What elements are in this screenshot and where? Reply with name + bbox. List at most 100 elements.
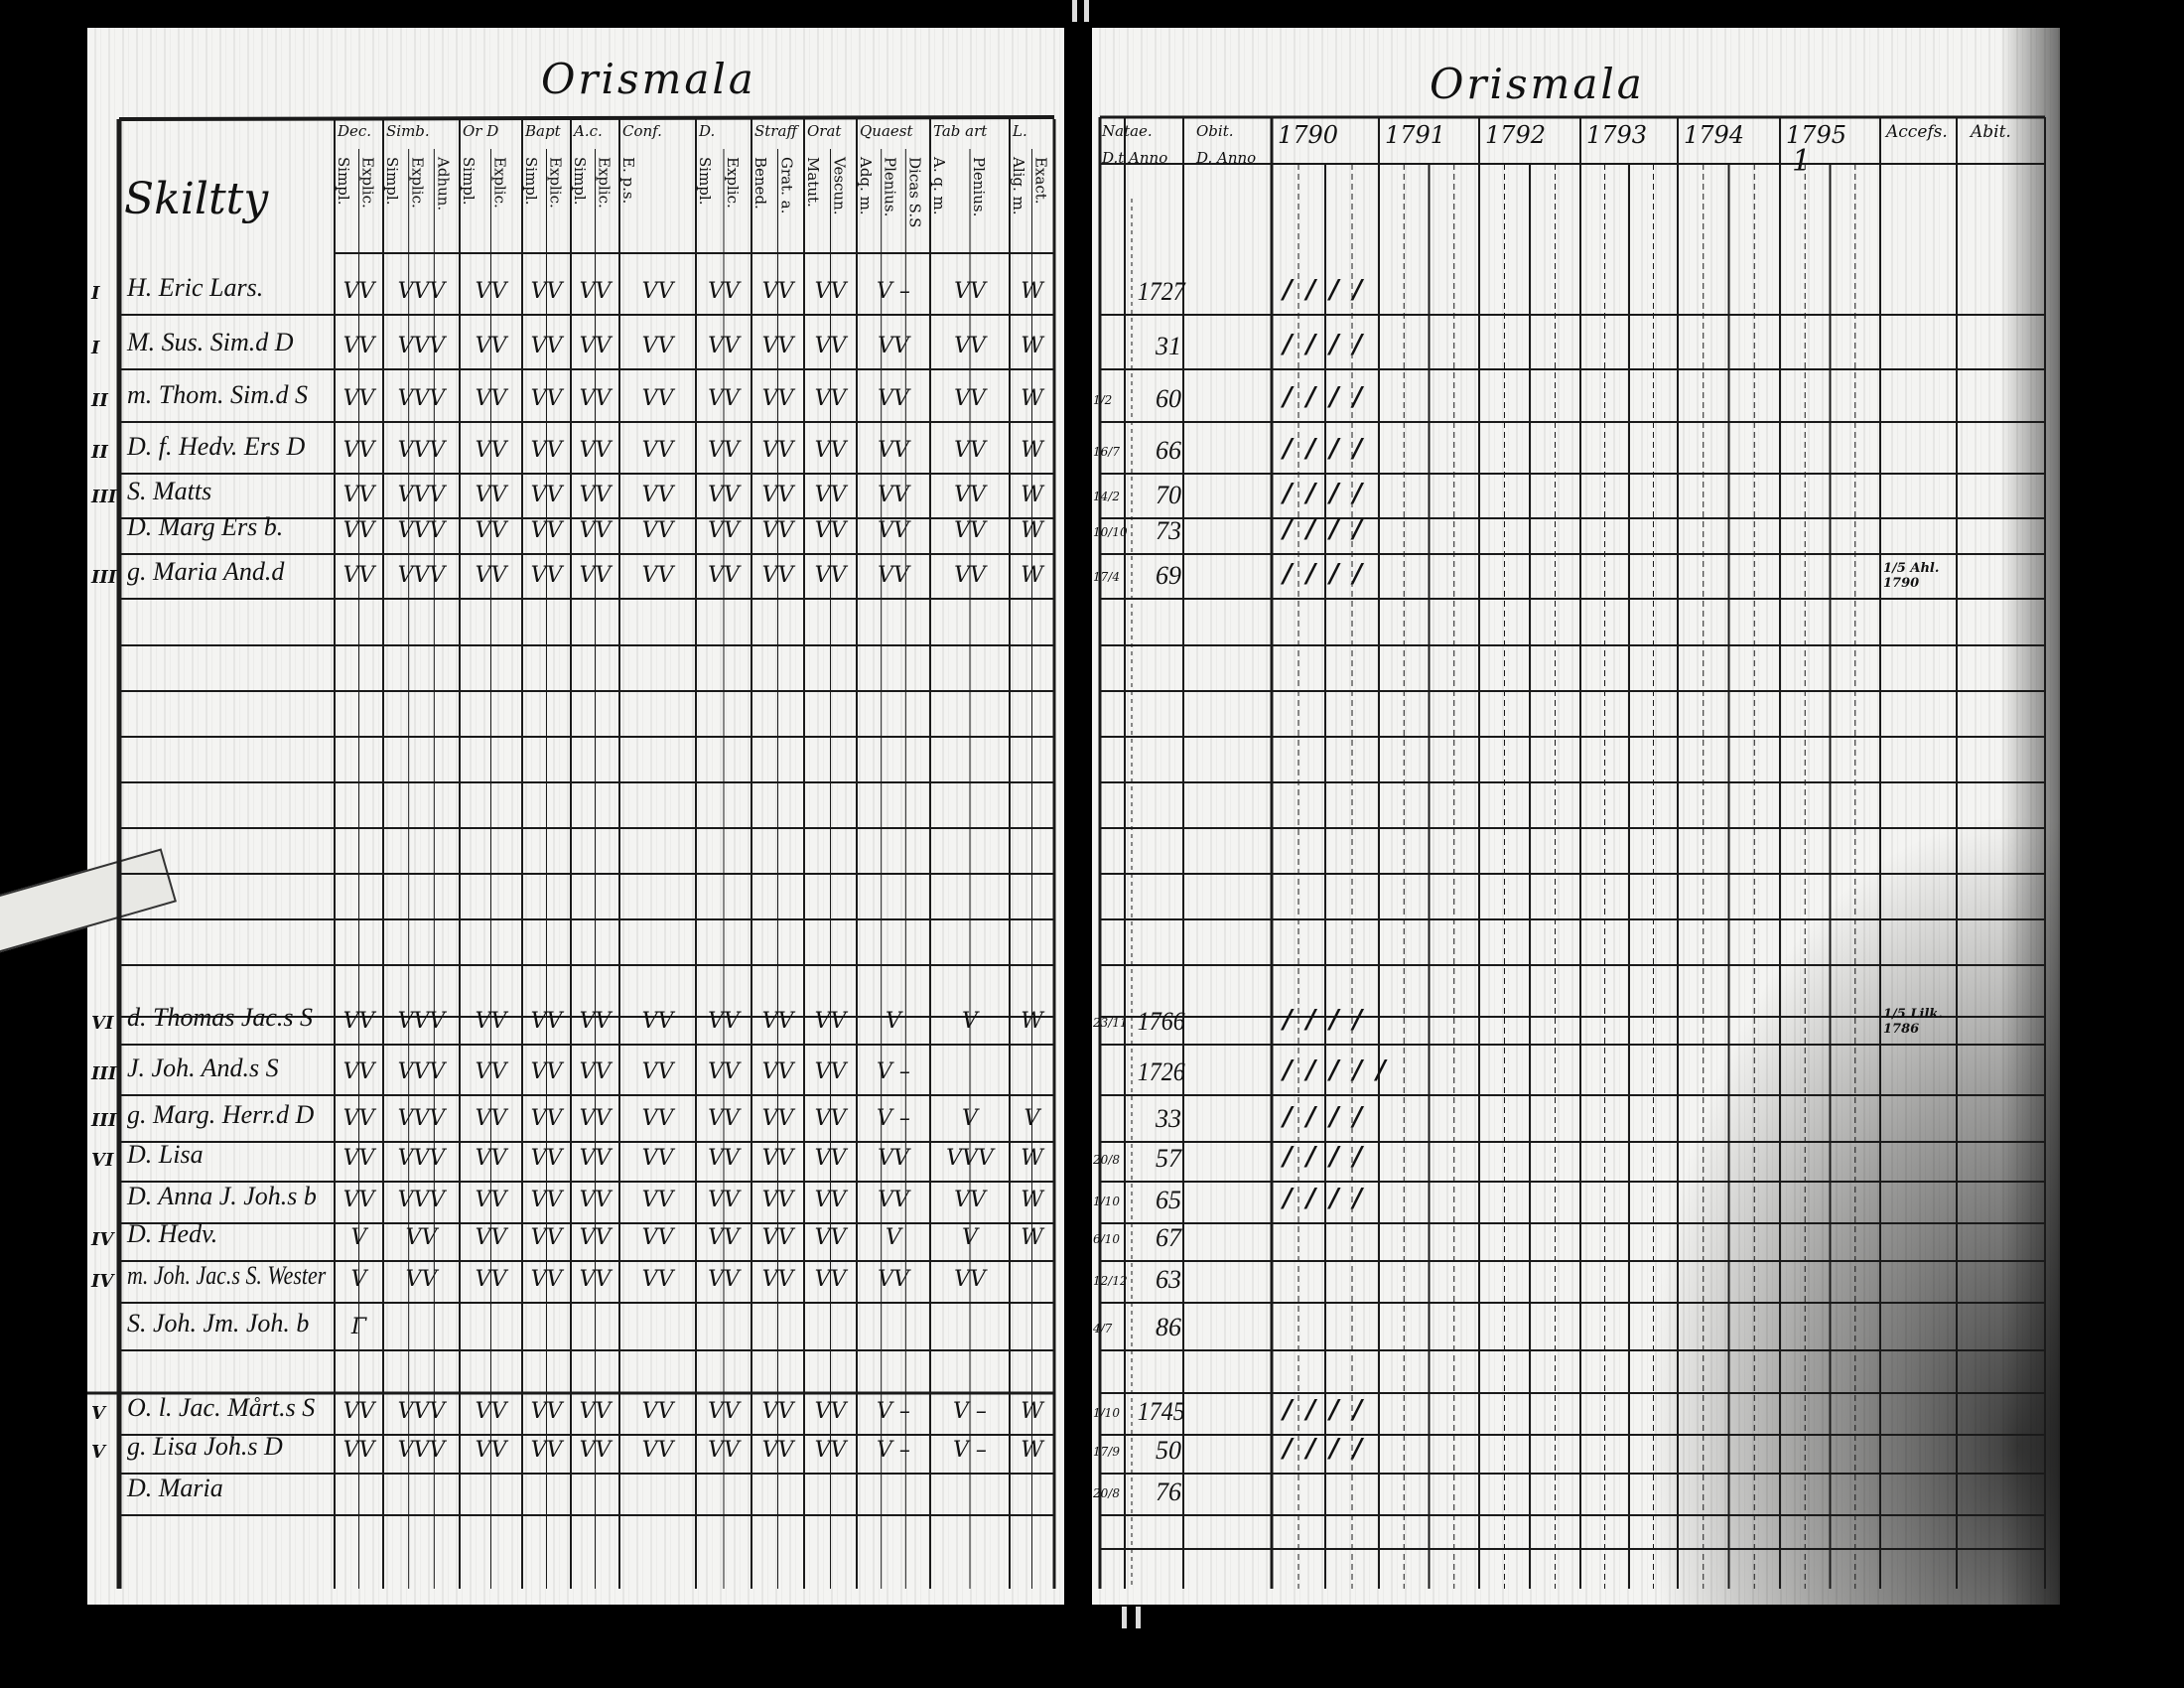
catechism-mark: VV (641, 334, 674, 358)
accefs-header: Accefs. (1886, 122, 1948, 142)
person-name: D. Lisa (127, 1140, 204, 1169)
birth-year: 33 (1156, 1104, 1181, 1133)
catechism-mark: VV (954, 1188, 986, 1212)
catechism-mark: VV (342, 563, 375, 588)
row-margin-numeral: II (91, 442, 108, 463)
examination-ticks-1790: //// (1283, 1005, 1376, 1035)
catechism-mark: VV (878, 1146, 909, 1171)
catechism-mark: V – (877, 1399, 910, 1424)
catechism-mark: W (1021, 1225, 1043, 1250)
catechism-mark: VV (708, 1267, 740, 1292)
catechism-mark: V – (877, 1106, 910, 1131)
column-subheader: Explic. (408, 157, 427, 209)
column-subheader: Matut. (804, 157, 822, 208)
catechism-mark: VV (475, 1267, 507, 1292)
column-subheader: Simpl. (335, 157, 352, 206)
catechism-mark: VV (814, 1438, 847, 1463)
examination-ticks-1790: //// (1283, 382, 1376, 412)
catechism-mark: VV (641, 438, 674, 463)
catechism-mark: Γ (350, 1315, 367, 1339)
column-header: L. (1013, 122, 1027, 140)
examination-ticks-1790: //// (1283, 1142, 1376, 1172)
catechism-mark: VVV (397, 1146, 446, 1171)
examination-ticks-1790: //// (1283, 1184, 1376, 1213)
birth-year: 69 (1156, 561, 1181, 590)
column-header: A.c. (574, 122, 603, 140)
catechism-mark: VV (814, 438, 847, 463)
column-subheader: Plenius. (970, 157, 988, 217)
catechism-mark: VV (530, 1399, 563, 1424)
catechism-mark: VVV (397, 279, 446, 304)
birth-day-month: 17/9 (1093, 1445, 1120, 1459)
column-header: Bapt (525, 122, 561, 140)
catechism-mark: VVV (397, 334, 446, 358)
birth-year: 60 (1156, 384, 1181, 413)
examination-ticks-1790: //// (1283, 514, 1376, 544)
column-subheader: Explic. (724, 157, 742, 209)
obit-header: Obit. (1196, 122, 1234, 140)
catechism-mark: V (350, 1225, 367, 1250)
column-subheader: Explic. (595, 157, 614, 209)
catechism-mark: VV (761, 438, 794, 463)
catechism-mark: V (962, 1106, 978, 1131)
catechism-mark: VVV (397, 1438, 446, 1463)
catechism-mark: V – (877, 1438, 910, 1463)
catechism-mark: VV (814, 1267, 847, 1292)
catechism-mark: VV (954, 438, 986, 463)
catechism-mark: VV (814, 334, 847, 358)
catechism-mark: VV (579, 438, 612, 463)
row-margin-numeral: V (91, 1403, 105, 1424)
year-1795-note: 1 (1792, 144, 1812, 179)
catechism-mark: VV (641, 1059, 674, 1084)
catechism-mark: VV (579, 1399, 612, 1424)
catechism-mark: VV (530, 1225, 563, 1250)
examination-ticks-1790: //// (1283, 1102, 1376, 1132)
year-header-1791: 1791 (1385, 121, 1446, 149)
catechism-mark: VV (342, 438, 375, 463)
column-header: Tab art (933, 122, 988, 140)
catechism-mark: V (962, 1009, 978, 1034)
birth-year: 76 (1156, 1477, 1181, 1506)
catechism-mark: VV (761, 279, 794, 304)
catechism-mark: V – (953, 1438, 987, 1463)
catechism-mark: W (1021, 518, 1043, 543)
binding-thread (1136, 1607, 1141, 1628)
catechism-mark: VV (954, 1267, 986, 1292)
catechism-mark: W (1021, 1146, 1043, 1171)
birth-day-month: 20/8 (1093, 1486, 1120, 1500)
catechism-mark: VV (579, 279, 612, 304)
catechism-mark: VV (761, 386, 794, 411)
catechism-mark: VV (761, 1438, 794, 1463)
catechism-mark: VV (878, 438, 909, 463)
catechism-mark: VV (342, 1059, 375, 1084)
column-header: D. (699, 122, 716, 140)
birth-day-month: 17/4 (1093, 570, 1120, 584)
catechism-mark: VVV (397, 1106, 446, 1131)
catechism-mark: VV (954, 563, 986, 588)
person-name: S. Joh. Jm. Joh. b (127, 1309, 310, 1337)
catechism-mark: VV (641, 1399, 674, 1424)
catechism-mark: VV (761, 1146, 794, 1171)
header-top-line (118, 115, 1055, 121)
catechism-mark: VV (342, 483, 375, 507)
person-name: D. Hedv. (127, 1219, 218, 1248)
catechism-mark: VV (761, 1009, 794, 1034)
catechism-mark: VV (342, 1438, 375, 1463)
catechism-mark: VVV (397, 563, 446, 588)
catechism-mark: VV (878, 1267, 909, 1292)
catechism-mark: VV (761, 518, 794, 543)
row-margin-numeral: III (91, 567, 117, 588)
column-subheader: Simpl. (460, 157, 478, 206)
year-header-1792: 1792 (1485, 121, 1547, 149)
catechism-mark: VV (579, 483, 612, 507)
catechism-mark: VV (530, 483, 563, 507)
catechism-mark: VV (761, 334, 794, 358)
catechism-mark: VV (475, 1225, 507, 1250)
catechism-mark: V – (877, 279, 910, 304)
catechism-mark: VVV (946, 1146, 994, 1171)
catechism-mark: VV (814, 563, 847, 588)
catechism-mark: VV (708, 334, 740, 358)
catechism-mark: VV (761, 1225, 794, 1250)
column-subheader: Simpl. (522, 157, 540, 206)
year-header-1793: 1793 (1586, 121, 1648, 149)
